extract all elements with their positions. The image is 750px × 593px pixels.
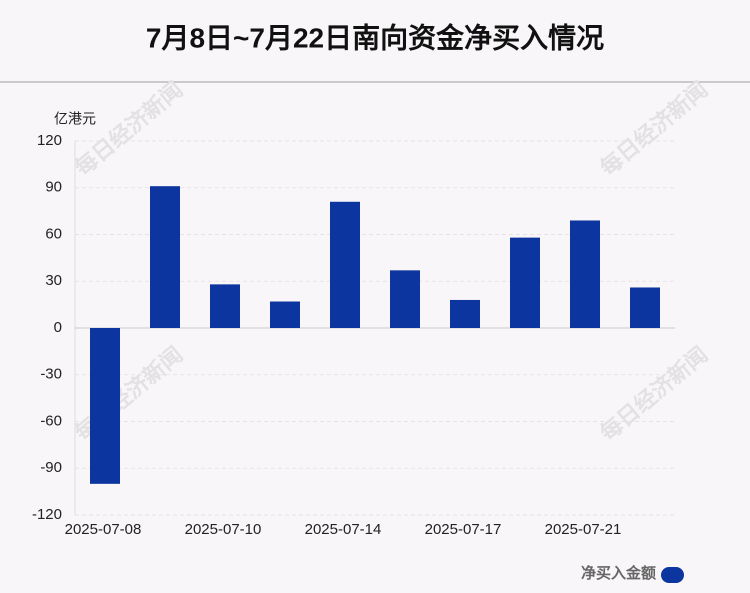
- y-tick-label: 60: [45, 225, 62, 242]
- legend-label: 净买入金额: [581, 564, 656, 582]
- watermark: 每日经济新闻: [595, 77, 712, 181]
- watermark: 每日经济新闻: [70, 77, 187, 181]
- chart-title: 7月8日~7月22日南向资金净买入情况: [146, 21, 604, 53]
- bar: [270, 301, 300, 328]
- y-tick-label: -30: [40, 366, 62, 383]
- bar: [90, 328, 120, 484]
- bar: [150, 186, 180, 328]
- y-axis-label: 亿港元: [54, 111, 96, 127]
- bar: [510, 237, 540, 328]
- x-tick-label: 2025-07-10: [185, 521, 262, 538]
- bar: [330, 201, 360, 328]
- x-tick-label: 2025-07-08: [65, 521, 142, 538]
- legend-swatch: [661, 567, 684, 583]
- y-tick-label: -90: [40, 459, 62, 476]
- bar: [390, 270, 420, 328]
- y-tick-label: 0: [54, 319, 62, 336]
- x-tick-label: 2025-07-21: [545, 521, 622, 538]
- y-tick-label: 30: [45, 272, 62, 289]
- y-tick-label: -120: [32, 506, 62, 523]
- x-tick-label: 2025-07-17: [425, 521, 502, 538]
- bar: [630, 287, 660, 328]
- bar: [570, 220, 600, 328]
- y-tick-label: -60: [40, 412, 62, 429]
- bar: [450, 299, 480, 328]
- y-tick-label: 120: [37, 132, 62, 149]
- bar: [210, 284, 240, 328]
- x-tick-label: 2025-07-14: [305, 521, 382, 538]
- watermark: 每日经济新闻: [595, 342, 712, 446]
- y-tick-label: 90: [45, 179, 62, 196]
- watermark: 每日经济新闻: [70, 342, 187, 446]
